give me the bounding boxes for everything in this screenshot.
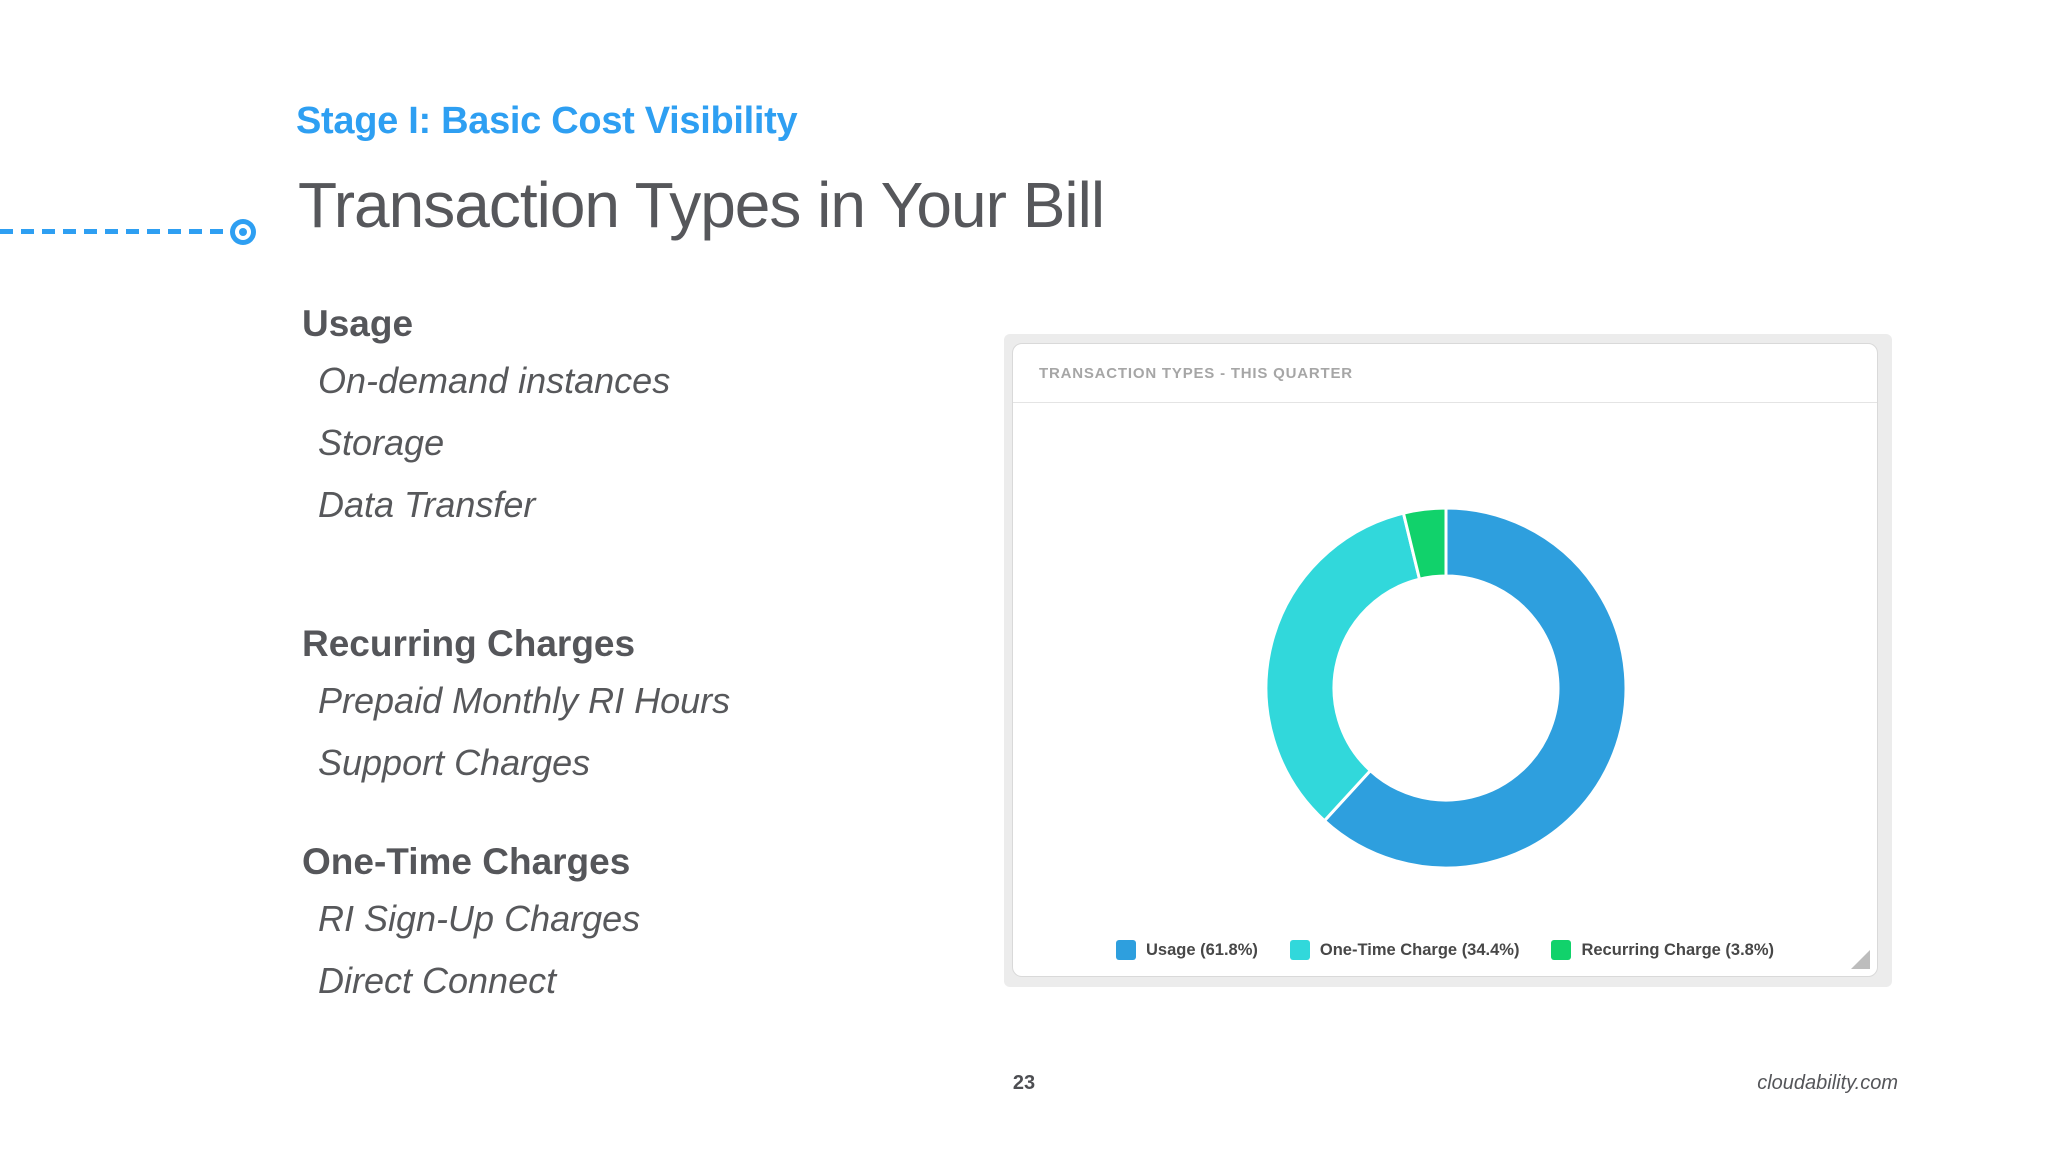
legend-swatch-icon (1289, 940, 1310, 960)
section-heading: One-Time Charges (302, 841, 631, 882)
legend-label: One-Time Charge (34.4%) (1319, 940, 1520, 959)
donut-segment-usage (1322, 506, 1628, 870)
list-item: Storage (318, 422, 445, 463)
list-item: RI Sign-Up Charges (318, 898, 641, 939)
footer-link: cloudability.com (1757, 1072, 1898, 1094)
list-item: Prepaid Monthly RI Hours (318, 680, 731, 721)
legend-item: One-Time Charge (34.4%) (1289, 940, 1520, 960)
chart-legend: Usage (61.8%) One-Time Charge (34.4%) Recu… (1013, 940, 1877, 960)
timeline-bullet-icon (230, 219, 256, 245)
topic-section: One-Time Charges RI Sign-Up Charges Direct… (302, 836, 640, 1012)
dashed-connector-line (0, 229, 228, 234)
legend-item: Usage (61.8%) (1115, 940, 1258, 960)
topic-section: Usage On-demand instances Storage Data Tran… (302, 298, 670, 536)
legend-label: Recurring Charge (3.8%) (1581, 940, 1775, 959)
list-item: Support Charges (318, 742, 591, 783)
list-item: Direct Connect (318, 960, 557, 1001)
donut-chart (1264, 506, 1628, 870)
page-title: Transaction Types in Your Bill (298, 169, 1105, 241)
chart-panel: TRANSACTION TYPES - THIS QUARTER Usage (… (1004, 334, 1892, 987)
card-header: TRANSACTION TYPES - THIS QUARTER (1013, 344, 1877, 403)
section-heading: Recurring Charges (302, 623, 636, 664)
legend-label: Usage (61.8%) (1145, 940, 1258, 959)
stage-label: Stage I: Basic Cost Visibility (296, 100, 798, 142)
card-title: TRANSACTION TYPES - THIS QUARTER (1039, 364, 1353, 382)
section-heading: Usage (302, 303, 414, 344)
page-number: 23 (1012, 1072, 1036, 1094)
legend-swatch-icon (1551, 940, 1572, 960)
topic-section: Recurring Charges Prepaid Monthly RI Hour… (302, 618, 730, 794)
topic-list: Usage On-demand instances Storage Data Tran… (302, 298, 962, 1018)
donut-segment-recurring-charge (1401, 506, 1448, 581)
chart-card: TRANSACTION TYPES - THIS QUARTER Usage (… (1012, 343, 1878, 977)
list-item: Data Transfer (318, 484, 536, 525)
legend-item: Recurring Charge (3.8%) (1551, 940, 1774, 960)
donut-segment-one-time-charge (1264, 511, 1422, 823)
legend-swatch-icon (1115, 940, 1136, 960)
list-item: On-demand instances (318, 360, 671, 401)
